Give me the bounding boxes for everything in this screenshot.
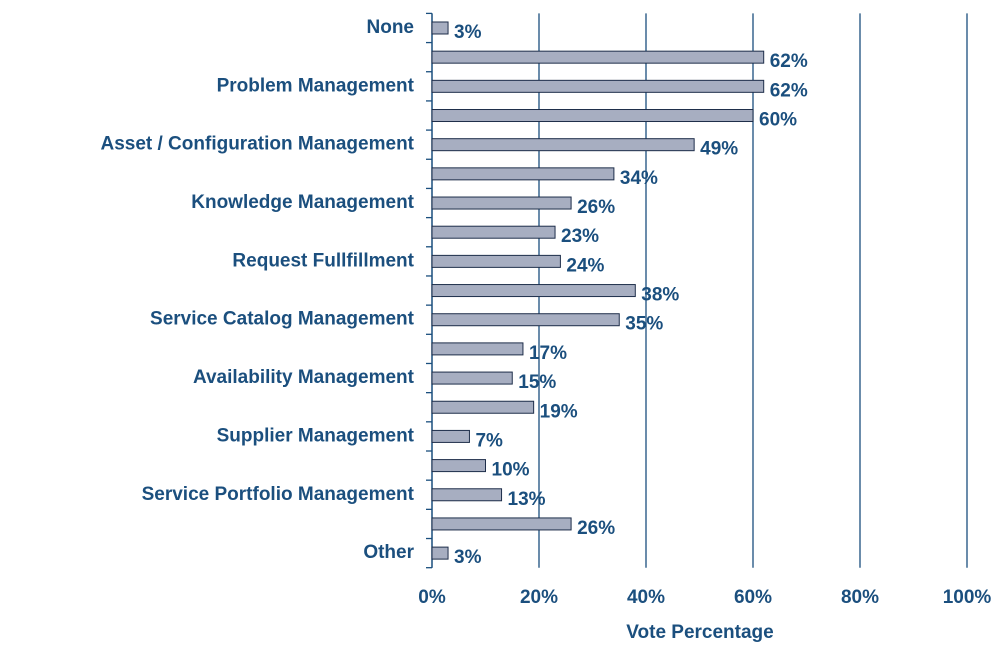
value-label: 3% (454, 22, 482, 43)
bar (431, 225, 556, 239)
y-tick-label: Supplier Management (217, 425, 415, 446)
x-axis-label: Vote Percentage (626, 622, 773, 643)
x-tick-label: 100% (943, 587, 992, 608)
bar (431, 79, 765, 93)
bar (431, 109, 754, 123)
value-label: 7% (475, 430, 503, 451)
x-tick-label: 20% (520, 587, 558, 608)
y-tick-label: Service Catalog Management (150, 309, 415, 330)
y-tick-label: Availability Management (193, 367, 415, 388)
value-label: 13% (508, 489, 546, 510)
bar (431, 342, 524, 356)
bar (431, 254, 561, 268)
y-tick-label: None (367, 17, 415, 38)
value-label: 34% (620, 168, 658, 189)
bar (431, 284, 636, 298)
bar (431, 167, 615, 181)
value-label: 60% (759, 110, 797, 131)
value-label: 26% (577, 518, 615, 539)
x-tick-label: 80% (841, 587, 879, 608)
value-label: 17% (529, 343, 567, 364)
x-tick-label: 40% (627, 587, 665, 608)
value-label: 62% (770, 51, 808, 72)
bar (431, 313, 620, 327)
bar (431, 546, 449, 560)
value-label: 19% (540, 401, 578, 422)
bar (431, 459, 486, 473)
bar (431, 517, 572, 531)
bar (431, 400, 535, 414)
bar (431, 429, 470, 443)
value-label: 10% (492, 460, 530, 481)
bar (431, 196, 572, 210)
bar (431, 21, 449, 35)
value-label: 26% (577, 197, 615, 218)
y-tick-label: Other (363, 542, 414, 563)
x-tick-label: 60% (734, 587, 772, 608)
value-label: 62% (770, 80, 808, 101)
y-tick-label: Asset / Configuration Management (100, 134, 414, 155)
value-label: 38% (641, 285, 679, 306)
bar (431, 50, 765, 64)
bar (431, 371, 513, 385)
x-tick-label: 0% (418, 587, 446, 608)
y-tick-label: Problem Management (217, 75, 415, 96)
bar (431, 138, 695, 152)
y-tick-label: Service Portfolio Management (142, 484, 415, 505)
y-tick-label: Knowledge Management (191, 192, 414, 213)
value-label: 35% (625, 314, 663, 335)
value-label: 49% (700, 139, 738, 160)
value-label: 15% (518, 372, 556, 393)
value-label: 3% (454, 547, 482, 568)
y-tick-label: Request Fullfillment (232, 250, 414, 271)
value-label: 23% (561, 226, 599, 247)
bar (431, 488, 503, 502)
value-label: 24% (566, 255, 604, 276)
